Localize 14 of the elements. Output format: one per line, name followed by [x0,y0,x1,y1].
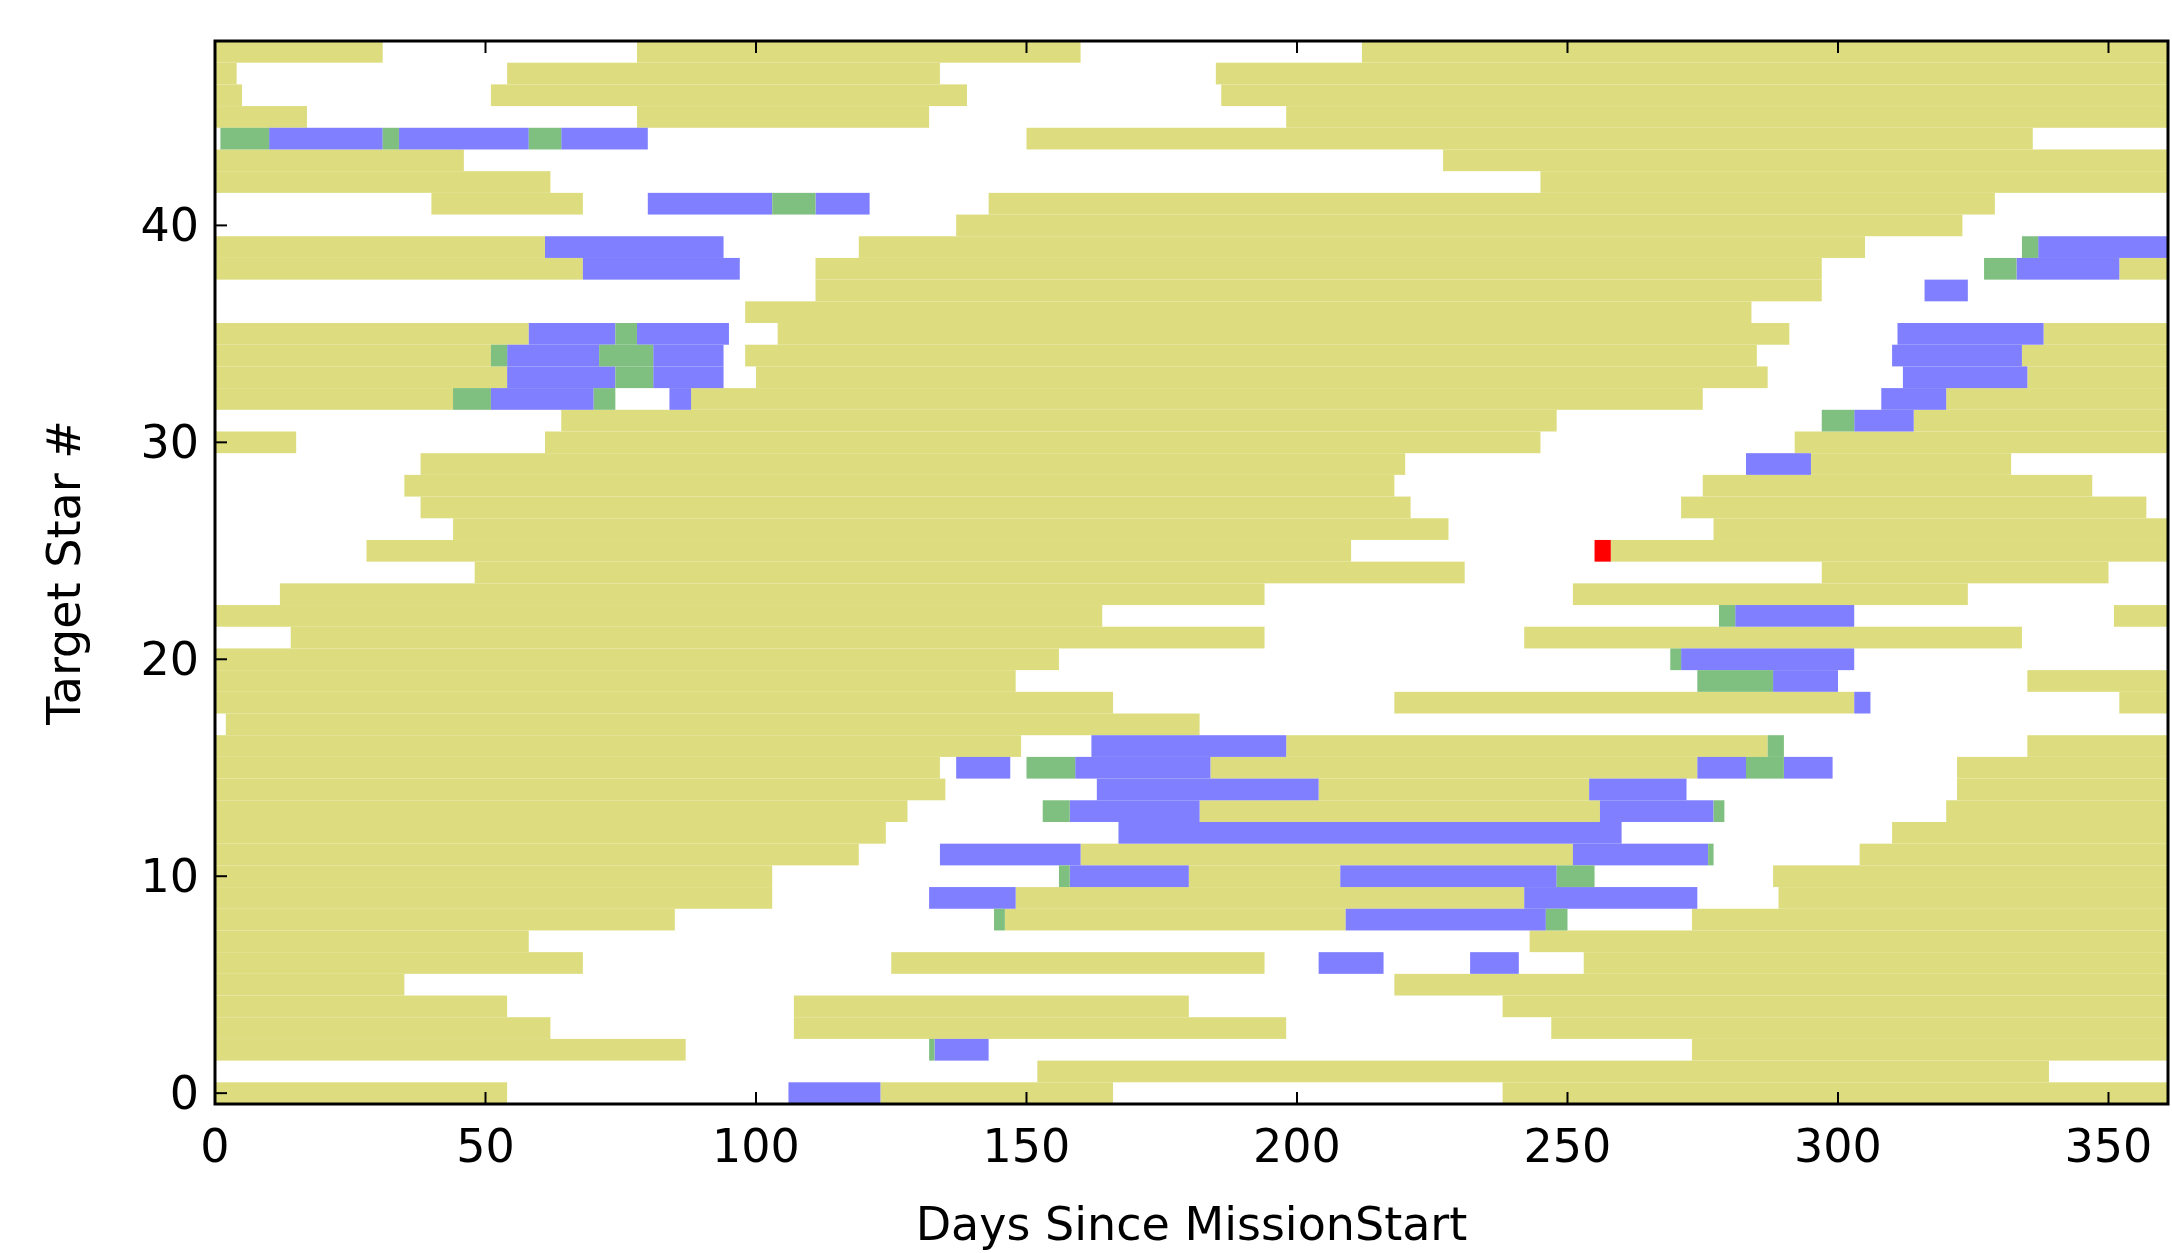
y-tick-label: 20 [140,632,199,687]
x-tick-label: 200 [1253,1119,1341,1173]
x-axis-title: Days Since MissionStart [915,1197,1468,1251]
y-tick-label: 30 [140,415,199,470]
y-tick-label: 40 [140,198,199,253]
x-tick-label: 100 [712,1119,800,1173]
x-tick-label: 350 [2064,1119,2153,1173]
x-tick-label: 150 [982,1119,1071,1173]
x-tick-label: 250 [1523,1119,1612,1173]
y-tick-label: 0 [169,1066,199,1121]
x-tick-label: 300 [1794,1119,1882,1173]
x-tick-label: 50 [456,1119,515,1173]
y-tick-label: 10 [140,849,199,904]
y-axis-title: Target Star # [37,420,91,726]
